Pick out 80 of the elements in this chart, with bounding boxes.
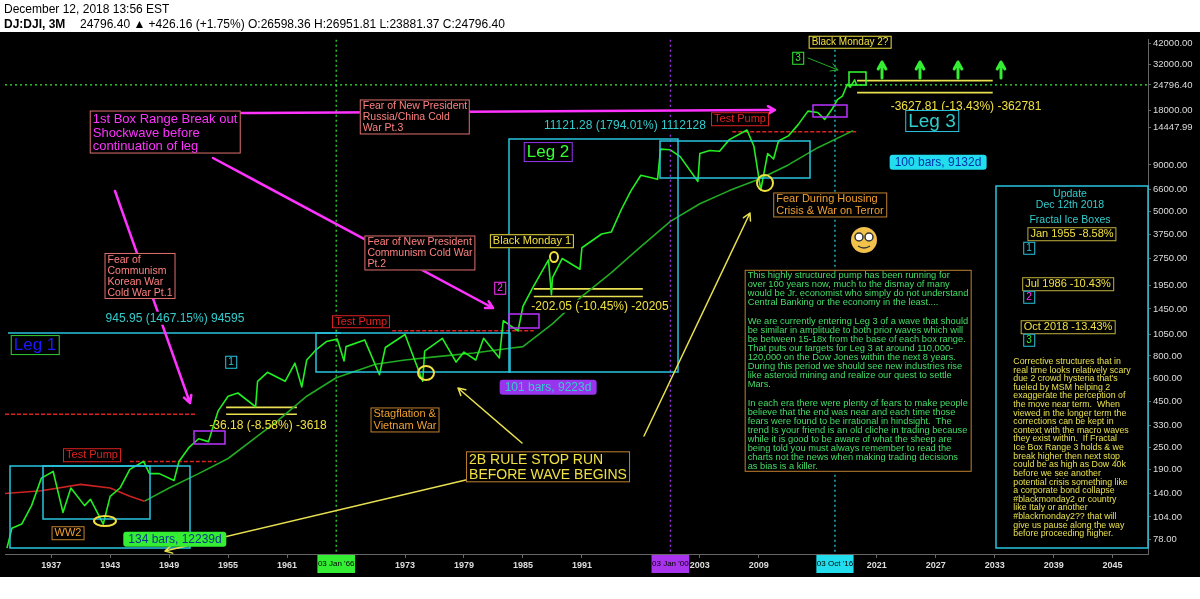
- x-tick-label: 1991: [571, 559, 592, 570]
- annotation: Test Pump: [711, 112, 769, 126]
- y-tick-label: 3750.00: [1153, 227, 1188, 239]
- annotation: 1st Box Range Break out Shockwave before continuation of leg: [89, 110, 241, 154]
- x-tick-label: 2027: [925, 559, 946, 570]
- annotation: Jul 1986 -10.43%: [1022, 277, 1114, 291]
- y-tick-label: 104.00: [1153, 510, 1183, 522]
- y-tick-label: 24796.40: [1153, 78, 1193, 90]
- x-tick-label: 2009: [748, 559, 769, 570]
- y-tick-label: 1950.00: [1153, 279, 1188, 291]
- annotation: Jan 1955 -8.58%: [1027, 227, 1117, 241]
- annotation: 101 bars, 9223d: [499, 379, 597, 395]
- annotation: -202.05 (-10.45%) -20205: [529, 298, 671, 313]
- annotation: Update Dec 12th 2018: [1033, 186, 1107, 211]
- annotation: -3627.81 (-13.43%) -362781: [889, 98, 1043, 113]
- text: December 12, 2018 13:56 EST: [4, 2, 170, 16]
- annotation: Black Monday 2?: [808, 35, 892, 49]
- annotation: WW2: [51, 526, 85, 540]
- x-tick-label: 1937: [41, 559, 62, 570]
- annotation: 3: [1023, 333, 1035, 347]
- annotation: 100 bars, 9132d: [889, 154, 987, 170]
- ref-line-label: 03 Jan '66: [317, 559, 356, 569]
- y-tick-label: 5000.00: [1153, 204, 1188, 216]
- annotation: 1: [1023, 241, 1035, 255]
- x-tick-label: 1961: [277, 559, 298, 570]
- x-tick-label: 2045: [1102, 559, 1123, 570]
- y-tick-label: 18000.00: [1153, 103, 1193, 115]
- ref-line-label: 03 Oct '16: [816, 559, 854, 569]
- x-tick-label: 1979: [453, 559, 474, 570]
- annotation: Fear of Communism Korean War Cold War Pt.1: [104, 252, 176, 300]
- y-tick-label: 6600.00: [1153, 183, 1188, 195]
- x-tick-label: 1973: [394, 559, 416, 570]
- y-tick-label: 250.00: [1153, 441, 1183, 453]
- annotation: Fractal Ice Boxes: [1027, 213, 1113, 226]
- annotation: 134 bars, 12239d: [123, 531, 227, 547]
- annotation: 3: [792, 51, 804, 65]
- annotation: Test Pump: [332, 315, 391, 329]
- y-tick-label: 800.00: [1153, 349, 1183, 361]
- y-tick-label: 140.00: [1153, 487, 1183, 499]
- chart-subtitle: 24796.40 ▲ +426.16 (+1.75%) O:26598.36 H:26951.81 L:23881.37 C:24796.40: [80, 17, 505, 31]
- y-tick-label: 42000.00: [1153, 37, 1193, 48]
- annotation: Test Pump: [63, 448, 121, 462]
- y-tick-label: 78.00: [1153, 533, 1177, 545]
- annotation: Leg 3: [905, 110, 959, 132]
- annotation: 2: [1023, 290, 1035, 304]
- annotation: 945.95 (1467.15%) 94595: [103, 310, 247, 325]
- text: Corrective structures that in real time looks relatively scary due 2 crowd hysteria that's fueled by MSM helping 2 exaggerate the perception of the move near term. When viewed in the longer term the corrections can be kept in context with the macro waves they exist within. If Fractal Ice Box Range 3 holds & we break higher then next stop could be as high as Dow 40k before we see another potential crisis something like a corporate bond collapse #blackmonday2 or country like Italy or another #blackmonday2?? that will give us pause along the way before proceeding higher.: [1013, 355, 1131, 538]
- annotation: 2: [494, 281, 506, 295]
- x-tick-label: 1949: [159, 559, 180, 570]
- annotation: Leg 1: [10, 335, 60, 355]
- y-tick-label: 600.00: [1153, 372, 1183, 384]
- y-tick-label: 2750.00: [1153, 252, 1188, 264]
- y-tick-label: 1050.00: [1153, 328, 1188, 340]
- y-tick-label: 190.00: [1153, 462, 1183, 474]
- x-tick-label: 1955: [218, 559, 239, 570]
- y-tick-label: 9000.00: [1153, 158, 1188, 170]
- annotation: Black Monday 1: [489, 234, 575, 248]
- x-tick-label: 2039: [1043, 559, 1064, 570]
- y-tick-label: 14447.99: [1153, 121, 1193, 133]
- chart-title: DJ:DJI, 3M: [4, 17, 66, 31]
- annotation: Fear During Housing Crisis & War on Terror: [773, 192, 887, 218]
- x-tick-label: 2003: [689, 559, 710, 570]
- x-tick-label: 1943: [100, 559, 121, 570]
- ref-line-label: 03 Jan '00: [652, 559, 690, 569]
- annotation: Fear of New President Russia/China Cold War Pt.3: [359, 99, 471, 135]
- x-tick-label: 2033: [984, 559, 1005, 570]
- y-tick-label: 450.00: [1153, 394, 1183, 406]
- annotation: 2B RULE STOP RUN BEFORE WAVE BEGINS: [466, 451, 630, 483]
- annotation: Fear of New President Communism Cold War Pt.2: [364, 235, 476, 271]
- annotation: Stagflation & Vietnam War: [370, 407, 440, 433]
- y-tick-label: 330.00: [1153, 419, 1183, 431]
- y-tick-label: 32000.00: [1153, 58, 1193, 70]
- annotation: 11121.28 (1794.01%) 1112128: [542, 117, 708, 132]
- annotation: 1: [225, 355, 237, 369]
- text: This highly structured pump has been running for over 100 years now, much to the dismay of many would be Jr. economist who simply do not understand Central Banking or the economy in the least.... We are currently entering Leg 3 of a wave that should be similar in amplitude to both prior waves which will be between 15-18x from the base of each box range. That puts our targets for Leg 3 at around 110,000- 120,000 on the Dow Jones within the next 8 years. During this period we should see new industries rise like asteroid mining and realize our quest to settle Mars. In each era there were plenty of fears to make people believe that the end was near and each time those fears were found to be irrational in hindsight. The trend Is your friend is an old cliche in trading because while it is good to be aware of what the sheep are being told you must always remember to read the charts not the news when making trading decisions as bias is a killer.: [747, 269, 969, 472]
- annotation: Oct 2018 -13.43%: [1020, 320, 1116, 334]
- x-tick-label: 1985: [512, 559, 533, 570]
- annotation: Leg 2: [523, 142, 573, 162]
- x-tick-label: 2021: [866, 559, 887, 570]
- y-tick-label: 1450.00: [1153, 302, 1188, 314]
